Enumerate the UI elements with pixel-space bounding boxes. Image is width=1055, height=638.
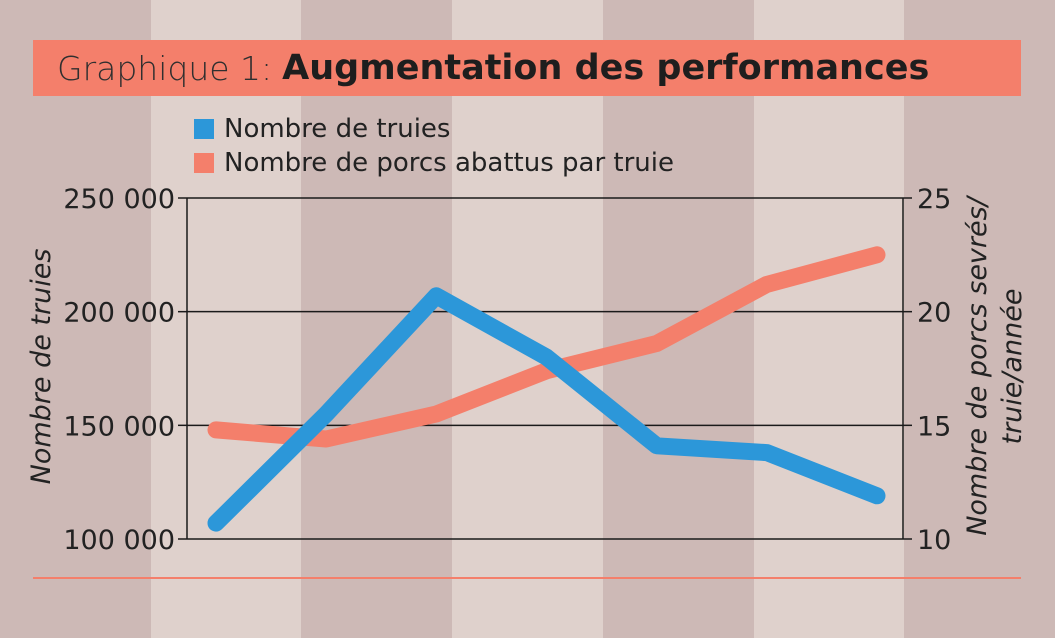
chart-title-prefix: Graphique 1: (57, 48, 273, 88)
legend-label-porcs: Nombre de porcs abattus par truie (224, 148, 674, 178)
legend-item-porcs: Nombre de porcs abattus par truie (194, 146, 674, 180)
y-tick-label-left: 200 000 (63, 298, 175, 329)
chart-legend: Nombre de truies Nombre de porcs abattus… (194, 112, 674, 180)
y-axis-title-right-line2: truie/année (997, 288, 1028, 444)
y-axis-title-right-line1: Nombre de porcs sevrés/ (962, 194, 993, 535)
legend-item-truies: Nombre de truies (194, 112, 674, 146)
bottom-divider (33, 577, 1021, 579)
y-tick-label-left: 150 000 (63, 411, 175, 442)
y-tick-label-right: 10 (917, 525, 951, 556)
legend-swatch-truies (194, 119, 214, 139)
y-tick-label-left: 250 000 (63, 184, 175, 215)
legend-swatch-porcs (194, 153, 214, 173)
series-line-truies (207, 287, 886, 532)
chart-title-bar: Graphique 1: Augmentation des performanc… (33, 40, 1021, 96)
chart-title: Augmentation des performances (282, 48, 930, 88)
legend-label-truies: Nombre de truies (224, 114, 451, 144)
y-tick-label-right: 25 (917, 184, 951, 215)
y-tick-label-right: 15 (917, 411, 951, 442)
series-line-porcs (207, 246, 886, 448)
y-tick-label-left: 100 000 (63, 525, 175, 556)
y-tick-label-right: 20 (917, 298, 951, 329)
y-axis-title-left: Nombre de truies (26, 249, 57, 485)
